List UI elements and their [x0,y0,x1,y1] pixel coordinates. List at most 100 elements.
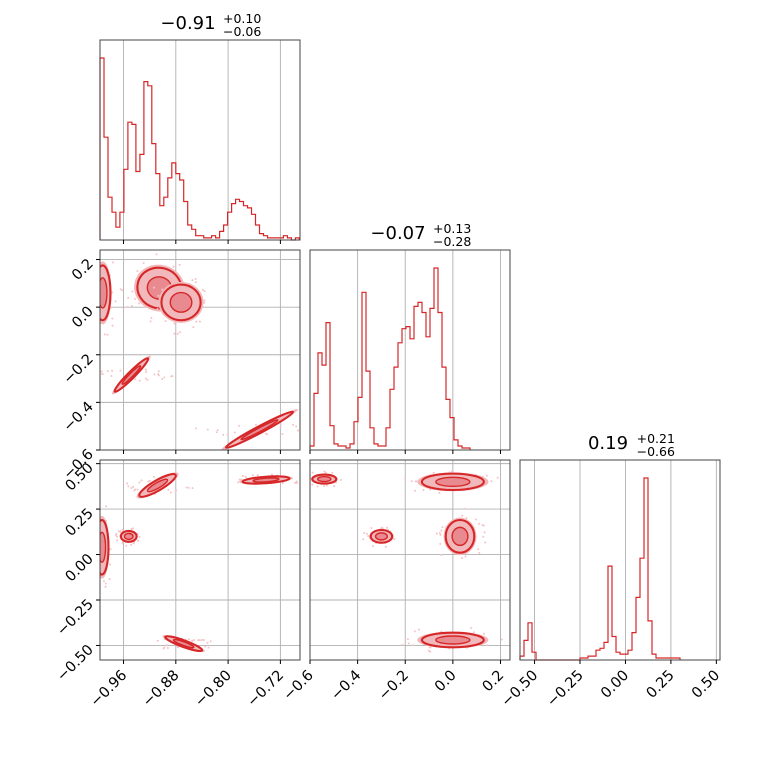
sample-point [325,484,328,487]
histogram-1 [309,267,471,450]
sample-point [333,485,336,488]
sample-point [127,485,130,488]
contour-outer [224,410,295,449]
sample-point [169,491,172,494]
sample-point [173,332,176,335]
grid-2-1 [309,460,510,660]
sample-point [146,378,149,381]
sample-point [295,425,298,428]
sample-point [461,557,464,560]
sample-point [112,261,115,264]
sample-point [177,645,180,648]
y-tick-label: −0.50 [54,642,97,685]
sample-point [150,316,153,319]
sample-point [114,300,117,303]
sample-point [428,646,431,649]
x-tick-label: 0.00 [598,668,632,702]
x-tick-label: 0.50 [689,668,723,702]
sample-point [95,582,97,584]
sample-point [178,263,181,266]
sample-point [131,290,134,293]
sample-point [104,585,107,588]
sample-point [157,294,160,297]
sample-point [178,331,181,334]
sample-point [203,290,206,293]
x-tick-label: −0.25 [544,668,587,711]
sample-point [362,538,365,541]
sample-point [167,488,170,491]
contour-inner [146,478,169,493]
sample-point [427,649,430,652]
sample-point [130,304,133,307]
sample-point [324,471,327,474]
sample-point [370,527,373,530]
x-tick-label: −0.72 [244,668,287,711]
sample-point [279,423,282,426]
contour-inner [317,475,332,483]
sample-point [102,579,105,582]
density-2-0 [95,472,298,653]
sample-point [97,565,99,567]
x-ticks-0-0 [123,240,281,244]
sample-point [171,375,174,378]
contour-outer [369,528,394,544]
sample-point [121,528,124,531]
sample-point [134,378,137,381]
histogram-2 [519,477,681,661]
sample-point [136,488,139,491]
y-ticks-1 [96,259,100,451]
sample-point [486,644,489,647]
sample-point [463,507,466,510]
sample-point [192,326,195,329]
sample-point [130,543,133,546]
sample-point [191,279,194,282]
x-tick-label: −0.80 [192,668,235,711]
sample-point [295,480,298,483]
sample-point [251,474,254,477]
sample-point [95,513,97,515]
sample-point [142,262,145,265]
contour-inner [169,291,193,313]
sample-point [384,545,387,548]
sample-point [422,489,425,492]
sample-point [266,433,269,436]
contour-inner [100,531,107,563]
contour-inner [435,476,471,488]
sample-point [472,631,475,634]
sample-point [477,548,480,551]
y-tick-label: 0.25 [63,506,97,540]
sample-point [197,639,200,642]
sample-point [254,423,257,426]
sample-point [133,297,136,300]
x-tick-label: −0.96 [88,668,131,711]
param-title-0: −0.91 [160,13,215,34]
sample-point [187,638,190,641]
sample-point [222,433,225,436]
contour-outer [160,283,202,322]
sample-point [138,535,141,538]
sample-point [215,431,218,434]
sample-point [164,644,167,647]
param-title-minus-0: −0.06 [223,24,261,39]
contour-inner [100,277,108,309]
sample-point [138,481,141,484]
sample-point [412,644,415,647]
param-title-minus-1: −0.28 [433,234,471,249]
sample-point [190,639,193,642]
sample-point [157,370,160,373]
sample-point [413,489,416,492]
sample-point [482,535,485,538]
histogram-0 [99,57,300,241]
sample-point [236,481,239,484]
sample-point [198,639,201,642]
sample-point [470,626,473,629]
sample-point [203,301,206,304]
sample-point [279,426,282,429]
sample-point [174,490,177,493]
sample-point [116,539,119,542]
sample-point [483,531,486,534]
sample-point [195,320,198,323]
sample-point [119,530,122,533]
contour-outer [311,473,338,485]
